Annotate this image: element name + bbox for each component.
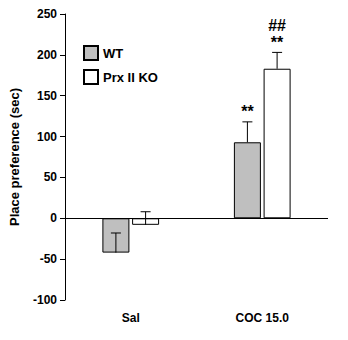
svg-text:**: **: [241, 103, 254, 120]
svg-text:200: 200: [37, 48, 57, 62]
svg-text:150: 150: [37, 89, 57, 103]
svg-text:0: 0: [50, 211, 57, 225]
svg-text:-50: -50: [40, 252, 58, 266]
svg-text:100: 100: [37, 130, 57, 144]
svg-text:50: 50: [44, 170, 58, 184]
svg-text:Place preference (sec): Place preference (sec): [7, 88, 22, 226]
svg-text:250: 250: [37, 7, 57, 21]
svg-text:COC 15.0: COC 15.0: [236, 311, 290, 325]
svg-text:**: **: [271, 34, 284, 51]
svg-text:-100: -100: [33, 293, 57, 307]
svg-text:Prx II KO: Prx II KO: [103, 70, 158, 85]
svg-text:Sal: Sal: [122, 311, 140, 325]
svg-text:##: ##: [268, 17, 286, 34]
svg-text:WT: WT: [103, 46, 123, 61]
